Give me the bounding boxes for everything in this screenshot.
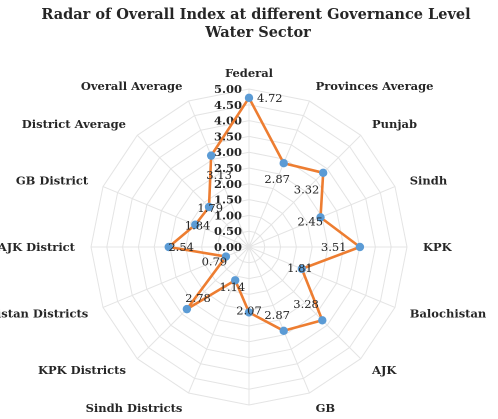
radial-tick-label: 5.00 bbox=[214, 82, 242, 96]
data-point-district-average bbox=[204, 202, 214, 212]
data-label-sindh: 2.45 bbox=[297, 215, 323, 229]
grid-spoke bbox=[136, 134, 250, 248]
data-point-balochistan-districts bbox=[221, 252, 231, 261]
data-label-ajk: 3.28 bbox=[293, 297, 319, 311]
radial-tick-label: 4.50 bbox=[214, 98, 242, 112]
radial-tick-label: 3.00 bbox=[214, 145, 242, 159]
data-point-sindh-districts bbox=[231, 276, 240, 285]
data-point-punjab bbox=[318, 168, 328, 178]
category-label-district-average: District Average bbox=[22, 117, 126, 131]
radial-tick-label: 0.00 bbox=[214, 240, 242, 254]
category-labels: Federal Provinces Average Punjab Sindh KPK Ba… bbox=[0, 66, 487, 419]
chart-title-line-2: Water Sector bbox=[204, 24, 311, 41]
data-point-ajk bbox=[318, 316, 327, 325]
category-label-gb-district: GB District bbox=[16, 173, 89, 187]
category-label-balochistan-districts: Balochistan Districts bbox=[0, 307, 88, 321]
radial-tick-label: 0.50 bbox=[214, 224, 242, 238]
radar-series bbox=[164, 93, 365, 335]
category-label-ajk: AJK bbox=[371, 363, 397, 377]
category-label-sindh: Sindh bbox=[410, 173, 448, 187]
category-label-federal: Federal bbox=[225, 66, 274, 80]
data-point-kpk bbox=[355, 242, 365, 252]
chart-title-line-1: Radar of Overall Index at different Gove… bbox=[41, 6, 471, 23]
data-point-overall-average bbox=[206, 151, 216, 160]
data-label-provinces-average: 2.87 bbox=[264, 172, 290, 186]
data-label-balochistan: 1.81 bbox=[287, 261, 313, 275]
data-point-punjab-districts bbox=[244, 308, 254, 317]
data-point-balochistan bbox=[297, 264, 307, 274]
data-label-kpk: 3.51 bbox=[321, 240, 347, 254]
data-point-federal bbox=[244, 93, 254, 103]
category-label-sindh-districts: Sindh Districts bbox=[86, 401, 183, 415]
data-point-ajk-district bbox=[164, 242, 173, 252]
category-label-balochistan: Balochistan bbox=[410, 307, 487, 321]
grid-spoke bbox=[248, 100, 310, 248]
data-label-sindh-districts: 1.14 bbox=[220, 280, 246, 294]
data-point-gb-district bbox=[191, 220, 200, 229]
grid-spoke bbox=[188, 100, 250, 248]
category-label-kpk-districts: KPK Districts bbox=[38, 363, 126, 377]
grid-spoke bbox=[188, 246, 250, 394]
grid-spoke bbox=[248, 246, 396, 308]
radial-tick-label: 1.50 bbox=[214, 193, 242, 207]
radial-tick-label: 2.50 bbox=[214, 161, 242, 175]
data-labels: 4.722.873.322.453.511.813.282.872.071.14… bbox=[168, 91, 346, 322]
data-label-gb-district: 1.84 bbox=[185, 219, 211, 233]
data-label-kpk-districts: 2.78 bbox=[185, 291, 211, 305]
radial-tick-label: 1.00 bbox=[214, 208, 242, 222]
chart-title: Radar of Overall Index at different Gove… bbox=[41, 6, 471, 41]
data-point-kpk-districts bbox=[182, 304, 192, 314]
category-label-ajk-district: AJK District bbox=[0, 240, 76, 254]
grid-spoke bbox=[248, 246, 362, 360]
data-label-federal: 4.72 bbox=[257, 91, 283, 105]
data-label-balochistan-districts: 0.79 bbox=[202, 254, 228, 268]
category-label-provinces-average: Provinces Average bbox=[316, 79, 434, 93]
data-label-gb: 2.87 bbox=[264, 308, 290, 322]
category-label-punjab: Punjab bbox=[372, 117, 417, 131]
radial-tick-label: 2.00 bbox=[214, 177, 242, 191]
data-label-overall-average: 3.13 bbox=[206, 168, 232, 182]
category-label-overall-average: Overall Average bbox=[81, 79, 183, 93]
data-point-sindh bbox=[316, 213, 325, 222]
data-point-gb bbox=[279, 326, 288, 335]
grid-spoke bbox=[248, 134, 362, 248]
data-label-district-average: 1.79 bbox=[197, 201, 223, 215]
data-label-punjab-districts: 2.07 bbox=[236, 304, 262, 318]
data-label-ajk-district: 2.54 bbox=[168, 240, 194, 254]
grid-spoke bbox=[248, 246, 310, 394]
data-point-provinces-average bbox=[279, 159, 288, 168]
category-label-gb: GB bbox=[316, 401, 336, 415]
category-label-kpk: KPK bbox=[423, 240, 453, 254]
grid-spoke bbox=[102, 186, 250, 248]
data-label-punjab: 3.32 bbox=[294, 182, 320, 196]
